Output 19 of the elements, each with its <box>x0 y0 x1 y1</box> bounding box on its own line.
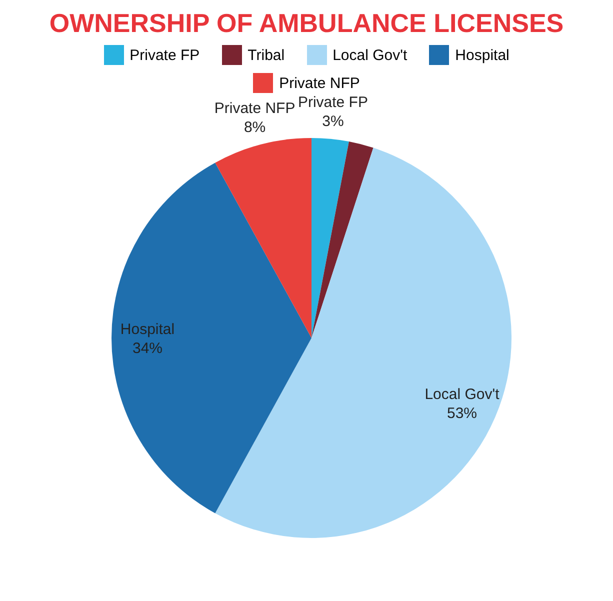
data-label: 3% <box>322 113 344 130</box>
pie-slice <box>215 148 512 538</box>
slice-label: Hospital <box>120 321 175 338</box>
data-label: 34% <box>132 340 163 357</box>
legend-label: Local Gov't <box>332 46 408 64</box>
pie-slice <box>215 138 312 338</box>
slice-label: Local Gov't <box>424 386 500 404</box>
slice-label: Private FP <box>298 94 368 112</box>
data-label: 53% <box>446 405 478 422</box>
legend-label: Tribal <box>248 46 285 64</box>
chart-title: OWNERSHIP OF AMBULANCE LICENSES <box>48 8 565 39</box>
legend-label: Private NFP <box>279 74 360 92</box>
legend-label: Private FP <box>130 46 200 64</box>
slice-label: Private NFP <box>214 100 296 118</box>
legend-label: Hospital <box>455 46 510 64</box>
pie-slice <box>112 162 312 514</box>
pie-slice <box>312 138 349 338</box>
data-label: 8% <box>244 119 266 136</box>
pie-slice <box>312 142 374 338</box>
